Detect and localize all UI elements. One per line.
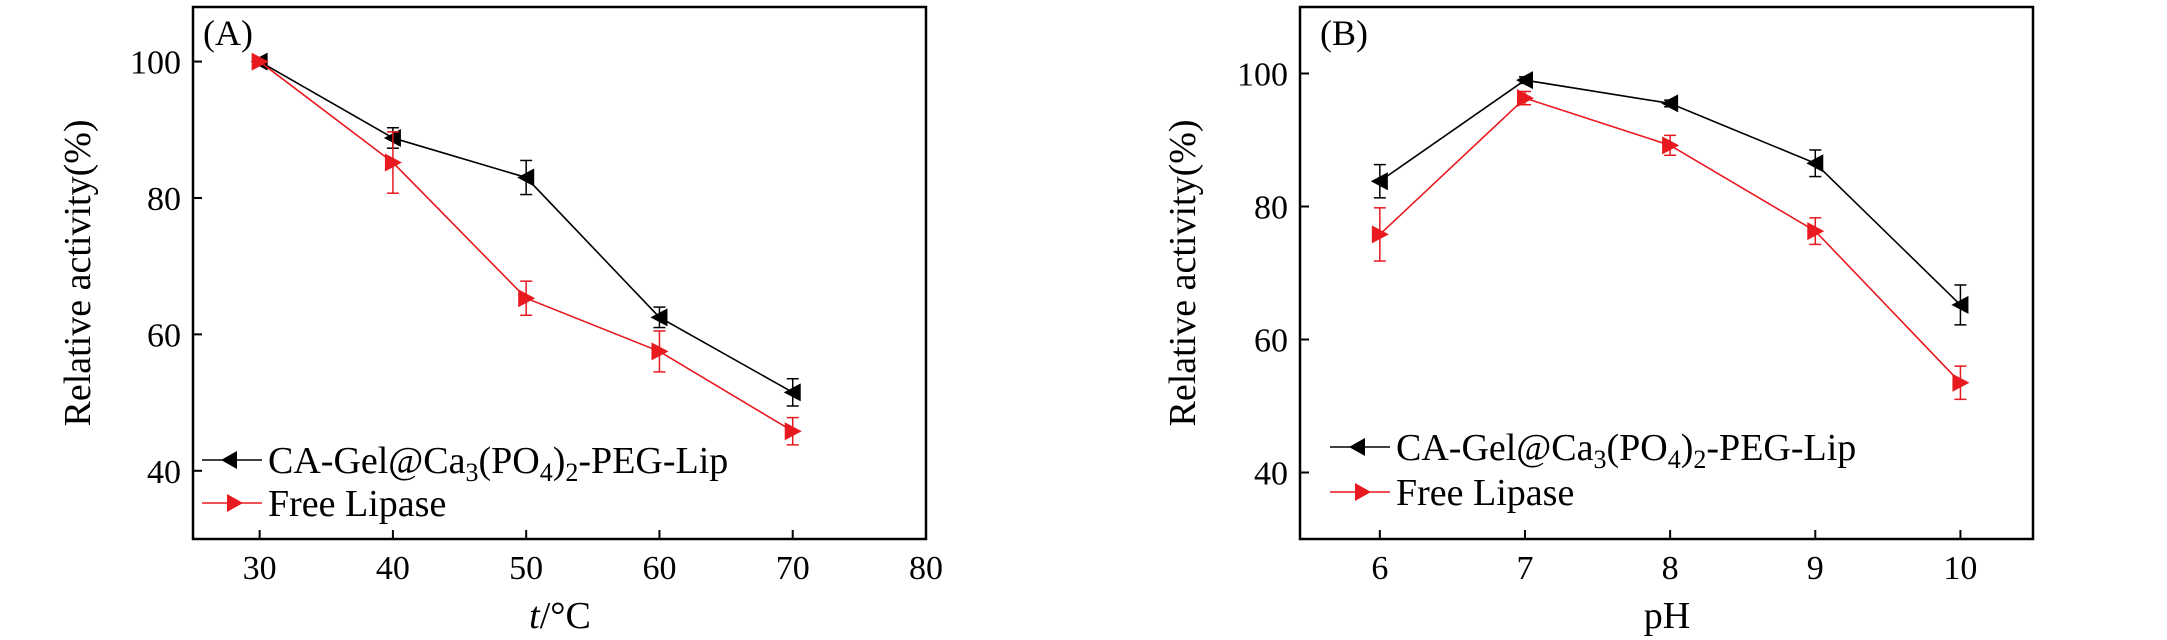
series-group-b: [1370, 71, 1970, 401]
data-point-a-1-4: [784, 422, 802, 441]
series-line-a-1: [259, 60, 794, 432]
x-axis-title-a: t/°C: [529, 595, 591, 637]
x-axis-title-unit-b: pH: [1644, 595, 1690, 637]
legend-frag-b-po: (PO: [1607, 427, 1668, 469]
data-point-a-1-2: [518, 289, 536, 308]
axis-ticks-b: 6 7 8 9 10 40 60 80 100: [1237, 57, 1977, 588]
y-tick-label-a-1: 60: [147, 317, 181, 354]
y-tick-label-a-0: 40: [147, 454, 181, 491]
data-point-a-1-0: [251, 52, 269, 71]
data-point-a-1-3: [651, 342, 669, 361]
legend-marker-a-1: [227, 494, 243, 512]
y-axis-title-a: Relative activity(%): [57, 119, 99, 426]
y-tick-label-a-2: 80: [147, 181, 181, 218]
axis-ticks-a: 30 40 50 60 70 80 40 60 80 100: [130, 45, 943, 587]
x-axis-title-italic-a: t: [529, 595, 541, 637]
panel-label-b: (B): [1320, 13, 1368, 53]
x-tick-label-a-3: 60: [642, 550, 676, 587]
legend-marker-b-1: [1355, 483, 1371, 501]
legend-label-a-0: CA-Gel@Ca3(PO4)2-PEG-Lip: [268, 440, 728, 487]
legend-sub-b-3: 3: [1594, 445, 1607, 474]
y-tick-label-b-2: 80: [1254, 190, 1288, 227]
data-point-b-1-2: [1662, 136, 1680, 155]
chart-b: 6 7 8 9 10 40 60 80 100 (B) Relative activity(%)…: [1162, 5, 2035, 637]
chart-a: 30 40 50 60 70 80 40 60 80 100 (A) Relative activ…: [57, 5, 943, 637]
data-point-b-1-3: [1807, 222, 1825, 241]
data-point-b-0-0: [1370, 172, 1388, 191]
legend-sub-b-4: 4: [1668, 445, 1681, 474]
y-tick-label-b-0: 40: [1254, 456, 1288, 493]
legend-a: CA-Gel@Ca3(PO4)2-PEG-Lip Free Lipase: [202, 440, 728, 525]
series-line-a-0: [259, 60, 794, 394]
panel-label-a: (A): [203, 13, 253, 53]
legend-label-a-1: Free Lipase: [268, 483, 446, 525]
data-point-b-0-3: [1806, 154, 1824, 173]
y-tick-label-a-3: 100: [130, 45, 181, 82]
y-tick-label-b-1: 60: [1254, 323, 1288, 360]
x-tick-label-a-1: 40: [376, 550, 410, 587]
data-point-b-1-4: [1952, 373, 1970, 392]
legend-frag-a-po: (PO: [479, 440, 540, 482]
plot-frame-b: [1298, 5, 2035, 541]
y-tick-label-b-3: 100: [1237, 57, 1288, 94]
data-point-a-1-1: [384, 153, 402, 172]
data-point-a-0-3: [650, 308, 668, 327]
series-line-b-0: [1379, 79, 1961, 306]
data-point-a-0-4: [783, 383, 801, 402]
legend-marker-a-0: [221, 451, 237, 469]
data-point-b-0-1: [1515, 71, 1533, 90]
plot-frame-a: [191, 5, 928, 541]
data-point-b-0-2: [1661, 94, 1679, 113]
series-group-a: [250, 52, 802, 446]
data-point-a-0-2: [517, 168, 535, 187]
legend-frag-a-close: ): [553, 440, 566, 482]
x-tick-label-b-2: 8: [1662, 550, 1679, 587]
y-axis-title-b: Relative activity(%): [1162, 119, 1204, 426]
legend-sub-a-2: 2: [565, 458, 578, 487]
x-tick-label-a-5: 80: [909, 550, 943, 587]
x-tick-label-b-0: 6: [1371, 550, 1388, 587]
x-tick-label-b-1: 7: [1516, 550, 1533, 587]
data-point-b-1-0: [1371, 225, 1389, 244]
x-tick-label-a-2: 50: [509, 550, 543, 587]
legend-frag-b-close: ): [1681, 427, 1694, 469]
legend-b: CA-Gel@Ca3(PO4)2-PEG-Lip Free Lipase: [1330, 427, 1856, 514]
x-tick-label-b-4: 10: [1943, 550, 1977, 587]
x-axis-title-unit-a: /°C: [540, 595, 591, 637]
data-point-b-1-1: [1516, 89, 1534, 108]
x-tick-label-a-4: 70: [776, 550, 810, 587]
legend-label-b-1: Free Lipase: [1396, 472, 1574, 514]
x-axis-title-b: pH: [1644, 595, 1690, 637]
legend-sub-a-4: 4: [540, 458, 553, 487]
legend-label-b-0: CA-Gel@Ca3(PO4)2-PEG-Lip: [1396, 427, 1856, 474]
legend-frag-a-tail: -PEG-Lip: [578, 440, 728, 482]
legend-marker-b-0: [1349, 438, 1365, 456]
x-tick-label-b-3: 9: [1807, 550, 1824, 587]
legend-sub-b-2: 2: [1693, 445, 1706, 474]
legend-sub-a-3: 3: [466, 458, 479, 487]
x-tick-label-a-0: 30: [243, 550, 277, 587]
data-point-b-0-4: [1951, 295, 1969, 314]
legend-frag-b-tail: -PEG-Lip: [1706, 427, 1856, 469]
